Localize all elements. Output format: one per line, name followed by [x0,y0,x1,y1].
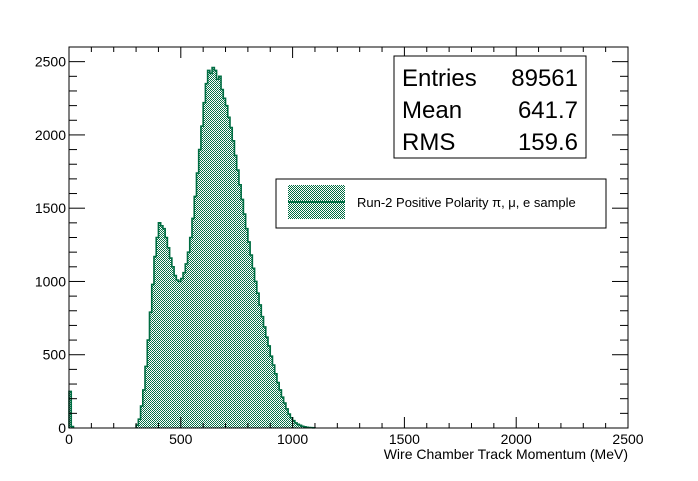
histogram-bin-570 [196,173,198,428]
y-tick-label-1500: 1500 [35,200,66,216]
histogram-bin-650 [214,70,216,428]
histogram-bin-840 [257,293,259,428]
histogram-bin-630 [210,73,212,428]
histogram-bin-440 [167,248,169,428]
histogram-bin-390 [156,238,158,429]
legend: Run-2 Positive Polarity π, μ, e sample [276,179,606,228]
histogram-bin-470 [174,276,176,428]
histogram-bin-890 [268,346,270,428]
histogram-bin-620 [208,70,210,428]
histogram-bin-870 [264,327,266,428]
stats-mean-label: Mean [402,97,462,124]
histogram-bin-610 [205,84,207,428]
histogram-bin-540 [190,238,192,429]
stats-mean-value: 641.7 [518,97,578,124]
y-tick-label-0: 0 [58,420,66,436]
x-tick-label-2500: 2500 [612,431,643,447]
histogram-bin-670 [219,76,221,428]
histogram-bin-820 [252,268,254,428]
histogram-bin-590 [201,126,203,428]
histogram-bin-750 [237,170,239,428]
histogram-bin-530 [188,252,190,428]
x-tick-label-0: 0 [65,431,73,447]
stats-entries-label: Entries [402,65,477,92]
y-tick-label-2000: 2000 [35,127,66,143]
histogram-bin-880 [266,337,268,428]
histogram-bin-410 [161,226,163,428]
histogram-bin-740 [234,155,236,428]
histogram-bin-710 [228,117,230,428]
histogram-bin-520 [185,264,187,428]
histogram-bin-580 [199,150,201,428]
histogram-bin-770 [241,199,243,428]
histogram-bin-450 [170,258,172,428]
histogram-bin-510 [183,273,185,428]
histogram-bin-850 [259,305,261,428]
stats-rms-value: 159.6 [518,129,578,156]
histogram-bin-800 [248,242,250,428]
x-tick-label-1500: 1500 [389,431,420,447]
x-axis-title: Wire Chamber Track Momentum (MeV) [384,446,628,462]
histogram-bin-730 [232,141,234,428]
histogram-bin-460 [172,267,174,428]
histogram-bin-480 [176,280,178,428]
histogram-bin-760 [239,185,241,428]
histogram-bin-830 [255,281,257,428]
x-tick-label-1000: 1000 [277,431,308,447]
x-tick-label-2000: 2000 [501,431,532,447]
histogram-bin-430 [165,238,167,429]
x-tick-label-500: 500 [169,431,193,447]
histogram-bin-660 [217,79,219,428]
histogram-bin-600 [203,103,205,428]
legend-entry-label: Run-2 Positive Polarity π, μ, e sample [357,195,576,210]
histogram-bin-900 [270,356,272,428]
histogram-bin-790 [246,229,248,428]
histogram-bin-860 [261,317,263,428]
y-tick-label-1000: 1000 [35,273,66,289]
histogram-bin-780 [243,214,245,428]
y-tick-label-2500: 2500 [35,54,66,70]
histogram-bin-500 [181,279,183,428]
stats-box: Entries 89561 Mean 641.7 RMS 159.6 [394,56,586,158]
histogram-bin-810 [250,255,252,428]
histogram-bin-560 [194,196,196,428]
histogram-bin-550 [192,218,194,428]
histogram-bin-400 [158,223,160,428]
y-tick-label-500: 500 [43,347,67,363]
stats-entries-value: 89561 [511,65,578,92]
histogram-bin-490 [179,281,181,428]
histogram-bin-690 [223,98,225,428]
stats-rms-label: RMS [402,129,455,156]
histogram-bin-700 [226,106,228,428]
histogram-bin-680 [221,90,223,429]
histogram-bin-720 [230,128,232,428]
histogram-bin-640 [212,68,214,428]
histogram-bin-420 [163,229,165,428]
